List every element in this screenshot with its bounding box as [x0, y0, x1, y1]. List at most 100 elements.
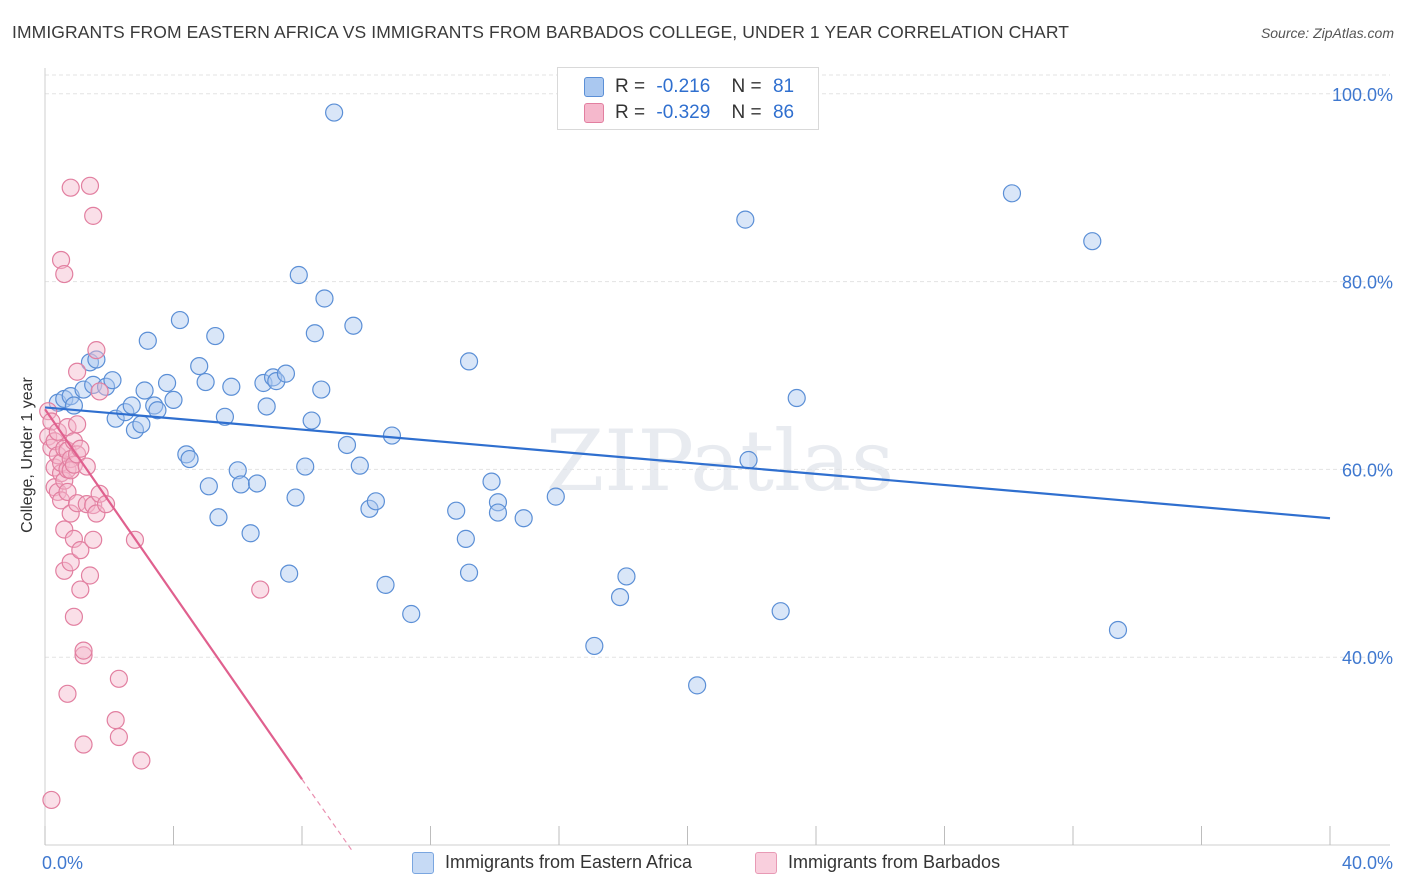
data-point-barbados	[109, 727, 128, 747]
r-label: R =	[615, 102, 646, 123]
data-point-eastern-africa	[257, 397, 276, 416]
data-point-eastern-africa	[180, 449, 199, 469]
data-point-eastern-africa	[138, 331, 157, 350]
data-point-eastern-africa	[222, 377, 241, 396]
data-point-eastern-africa	[382, 426, 402, 445]
data-point-barbados	[64, 529, 84, 548]
data-point-eastern-africa	[280, 564, 299, 583]
data-point-eastern-africa	[103, 371, 122, 390]
data-point-barbados	[80, 566, 100, 585]
data-point-eastern-africa	[610, 587, 630, 607]
data-point-eastern-africa	[286, 488, 305, 507]
data-point-eastern-africa	[231, 475, 251, 494]
legend-label: Immigrants from Eastern Africa	[445, 852, 693, 872]
data-point-eastern-africa	[289, 265, 308, 285]
y-tick-label: 100.0%	[1332, 85, 1393, 105]
data-point-eastern-africa	[170, 310, 190, 330]
data-point-barbados	[71, 439, 90, 458]
data-point-barbados	[61, 178, 80, 197]
data-point-barbados	[90, 484, 109, 503]
data-point-eastern-africa	[787, 388, 806, 408]
data-point-barbados	[87, 341, 106, 360]
data-point-eastern-africa	[157, 373, 177, 393]
data-point-eastern-africa	[164, 390, 183, 410]
data-point-barbados	[55, 471, 74, 490]
r-value: -0.329	[656, 102, 711, 123]
data-point-eastern-africa	[199, 477, 218, 496]
data-point-barbados	[48, 422, 67, 441]
data-point-eastern-africa	[585, 636, 604, 656]
data-point-eastern-africa	[402, 604, 421, 624]
data-point-eastern-africa	[122, 396, 141, 415]
data-point-eastern-africa	[1083, 232, 1102, 251]
data-point-eastern-africa	[376, 575, 395, 594]
data-point-eastern-africa	[196, 372, 215, 392]
y-tick-label: 80.0%	[1342, 273, 1393, 293]
data-point-eastern-africa	[617, 567, 636, 586]
data-point-barbados	[58, 684, 77, 703]
data-point-eastern-africa	[74, 380, 93, 399]
data-point-barbados	[87, 504, 106, 523]
data-point-eastern-africa	[325, 103, 344, 122]
x-tick-label: 40.0%	[1342, 853, 1393, 873]
data-point-eastern-africa	[447, 501, 466, 520]
data-point-eastern-africa	[305, 324, 324, 343]
stats-legend: R = -0.216 N = 81 R = -0.329 N = 86	[557, 67, 819, 130]
data-point-eastern-africa	[344, 316, 363, 335]
data-point-eastern-africa	[459, 352, 479, 371]
n-value: 81	[772, 76, 795, 97]
data-point-eastern-africa	[546, 487, 565, 506]
y-tick-label: 60.0%	[1342, 460, 1393, 480]
data-point-eastern-africa	[209, 508, 228, 527]
data-point-barbados	[68, 362, 87, 381]
data-point-barbados	[51, 250, 71, 270]
data-point-barbados	[77, 495, 96, 514]
axes	[44, 68, 1390, 846]
data-point-eastern-africa	[488, 493, 508, 512]
trend-line-eastern-africa	[44, 406, 1331, 520]
data-point-eastern-africa	[148, 401, 167, 420]
data-point-eastern-africa	[247, 474, 267, 493]
data-point-eastern-africa	[267, 372, 286, 391]
y-tick-label: 40.0%	[1342, 648, 1393, 668]
data-point-eastern-africa	[1002, 184, 1022, 203]
data-point-eastern-africa	[350, 456, 369, 475]
data-point-eastern-africa	[228, 461, 247, 480]
n-value: 86	[772, 102, 795, 123]
source-label: Source: ZipAtlas.com	[1260, 25, 1394, 41]
legend-swatch-blue	[584, 77, 604, 97]
data-point-barbados	[84, 206, 103, 225]
gridlines	[45, 74, 1390, 658]
data-point-barbados	[42, 790, 61, 810]
data-point-eastern-africa	[459, 563, 479, 582]
data-point-eastern-africa	[360, 499, 379, 518]
data-point-barbados	[74, 646, 93, 665]
data-point-barbados	[61, 504, 80, 523]
data-point-eastern-africa	[488, 503, 508, 522]
data-point-eastern-africa	[276, 364, 296, 383]
data-point-eastern-africa	[315, 289, 334, 308]
data-point-eastern-africa	[514, 509, 533, 528]
trend-line-barbados-extension	[301, 778, 354, 853]
data-point-eastern-africa	[296, 457, 315, 476]
x-tick-label: 0.0%	[42, 853, 83, 873]
data-point-eastern-africa	[688, 676, 707, 695]
data-point-eastern-africa	[366, 492, 385, 511]
series-barbados-points	[39, 176, 270, 810]
data-point-barbados	[71, 580, 90, 599]
data-point-eastern-africa	[482, 472, 501, 491]
data-point-barbados	[55, 264, 74, 284]
legend-swatch-blue	[412, 852, 434, 874]
data-point-barbados	[251, 580, 270, 599]
data-point-barbados	[55, 520, 74, 539]
data-point-eastern-africa	[132, 415, 151, 434]
trend-line-barbados	[44, 408, 303, 780]
n-label: N =	[731, 76, 762, 97]
data-point-eastern-africa	[241, 524, 260, 543]
data-point-barbados	[106, 711, 125, 730]
data-point-eastern-africa	[215, 407, 234, 426]
tick-labels: 40.0% 60.0% 80.0% 100.0% 0.0% 40.0%	[42, 85, 1393, 873]
data-point-barbados	[84, 530, 103, 549]
data-point-barbados	[64, 607, 84, 626]
data-point-eastern-africa	[302, 411, 321, 430]
